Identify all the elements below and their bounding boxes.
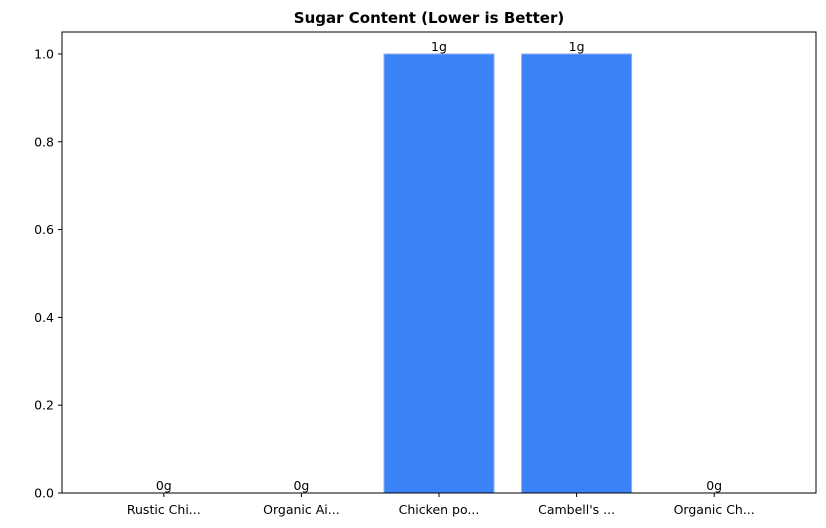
chart-title: Sugar Content (Lower is Better) [294, 9, 564, 27]
x-tick-label-0: Rustic Chi... [127, 502, 201, 517]
y-tick-label-1: 0.2 [34, 398, 54, 413]
y-tick-label-3: 0.6 [34, 222, 54, 237]
axes-frame [61, 31, 817, 494]
data-label-4: 0g [706, 478, 722, 493]
y-tick-label-4: 0.8 [34, 134, 54, 149]
y-axis: 0.0 0.2 0.4 0.6 0.8 1.0 [34, 46, 62, 501]
y-tick-label-2: 0.4 [34, 310, 54, 325]
data-label-1: 0g [293, 478, 309, 493]
data-label-0: 0g [156, 478, 172, 493]
bar-2 [383, 53, 495, 494]
bar-3 [521, 53, 633, 494]
x-tick-label-3: Cambell's ... [538, 502, 615, 517]
x-tick-label-2: Chicken po... [399, 502, 480, 517]
x-tick-label-4: Organic Ch... [674, 502, 755, 517]
data-label-2: 1g [431, 39, 447, 54]
data-label-3: 1g [569, 39, 585, 54]
data-labels-group: 0g 0g 1g 1g 0g [156, 39, 722, 493]
bars-group [383, 53, 633, 494]
x-tick-label-1: Organic Ai... [263, 502, 340, 517]
y-tick-label-0: 0.0 [34, 486, 54, 501]
y-tick-label-5: 1.0 [34, 46, 54, 61]
x-axis: Rustic Chi... Organic Ai... Chicken po... C… [127, 493, 755, 517]
